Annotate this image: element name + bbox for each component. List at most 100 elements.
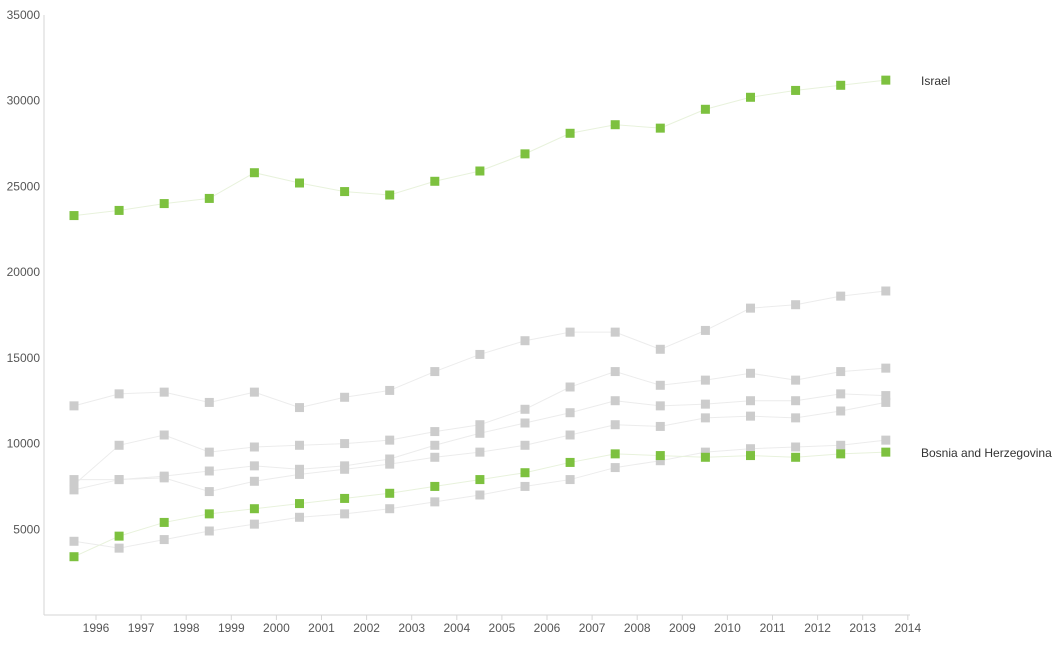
background-point[interactable] — [836, 406, 846, 416]
background-point[interactable] — [385, 504, 395, 514]
background-point[interactable] — [881, 286, 891, 296]
background-point[interactable] — [114, 440, 124, 450]
background-point[interactable] — [69, 536, 79, 546]
background-point[interactable] — [249, 476, 259, 486]
highlight-point[interactable] — [565, 457, 575, 467]
background-point[interactable] — [520, 440, 530, 450]
background-point[interactable] — [791, 442, 801, 452]
background-point[interactable] — [430, 367, 440, 377]
background-point[interactable] — [881, 391, 891, 401]
background-point[interactable] — [249, 519, 259, 529]
background-point[interactable] — [295, 440, 304, 450]
highlight-point[interactable] — [746, 92, 755, 102]
highlight-point[interactable] — [204, 193, 214, 203]
background-point[interactable] — [385, 459, 395, 469]
background-point[interactable] — [746, 444, 755, 454]
highlight-point[interactable] — [700, 452, 710, 462]
highlight-point[interactable] — [69, 211, 79, 221]
background-point[interactable] — [204, 487, 214, 497]
background-point[interactable] — [295, 464, 304, 474]
background-point[interactable] — [610, 367, 620, 377]
background-point[interactable] — [204, 397, 214, 407]
highlight-point[interactable] — [700, 104, 710, 114]
highlight-point[interactable] — [430, 481, 440, 491]
highlight-point[interactable] — [881, 75, 891, 85]
background-point[interactable] — [69, 485, 79, 495]
background-point[interactable] — [69, 401, 79, 411]
background-point[interactable] — [836, 291, 846, 301]
background-point[interactable] — [836, 389, 846, 399]
background-point[interactable] — [881, 397, 891, 407]
background-point[interactable] — [114, 389, 124, 399]
background-point[interactable] — [249, 387, 259, 397]
background-point[interactable] — [204, 526, 214, 536]
highlight-point[interactable] — [385, 190, 395, 200]
highlight-point[interactable] — [655, 123, 665, 133]
background-point[interactable] — [340, 509, 350, 519]
background-point[interactable] — [565, 475, 575, 485]
highlight-point[interactable] — [430, 176, 440, 186]
highlight-point[interactable] — [655, 451, 665, 461]
background-point[interactable] — [746, 411, 755, 421]
background-point[interactable] — [610, 463, 620, 473]
highlight-point[interactable] — [114, 205, 124, 215]
highlight-point[interactable] — [610, 449, 620, 459]
background-point[interactable] — [340, 464, 350, 474]
highlight-point[interactable] — [249, 168, 259, 178]
background-point[interactable] — [655, 401, 665, 411]
highlight-point[interactable] — [340, 187, 350, 197]
background-point[interactable] — [520, 336, 530, 346]
background-point[interactable] — [475, 490, 485, 500]
background-point[interactable] — [565, 430, 575, 440]
background-point[interactable] — [430, 440, 440, 450]
background-point[interactable] — [114, 475, 124, 485]
background-point[interactable] — [610, 396, 620, 406]
background-point[interactable] — [700, 447, 710, 457]
background-point[interactable] — [520, 418, 530, 428]
background-point[interactable] — [836, 440, 846, 450]
background-point[interactable] — [475, 420, 485, 430]
highlight-point[interactable] — [69, 552, 79, 562]
background-point[interactable] — [159, 387, 169, 397]
background-point[interactable] — [430, 497, 440, 507]
background-point[interactable] — [520, 404, 530, 414]
background-point[interactable] — [475, 447, 485, 457]
background-point[interactable] — [295, 403, 304, 413]
background-point[interactable] — [475, 349, 485, 359]
background-point[interactable] — [565, 382, 575, 392]
background-point[interactable] — [881, 363, 891, 373]
background-point[interactable] — [204, 447, 214, 457]
highlight-point[interactable] — [475, 475, 485, 485]
highlight-point[interactable] — [385, 488, 395, 498]
background-point[interactable] — [700, 375, 710, 385]
background-point[interactable] — [430, 427, 440, 437]
background-point[interactable] — [159, 473, 169, 483]
highlight-point[interactable] — [746, 451, 755, 461]
background-point[interactable] — [791, 300, 801, 310]
background-point[interactable] — [655, 380, 665, 390]
background-point[interactable] — [791, 375, 801, 385]
background-point[interactable] — [385, 435, 395, 445]
background-point[interactable] — [746, 303, 755, 313]
background-point[interactable] — [204, 466, 214, 476]
background-point[interactable] — [791, 413, 801, 423]
highlight-point[interactable] — [791, 452, 801, 462]
background-point[interactable] — [430, 452, 440, 462]
background-point[interactable] — [565, 327, 575, 337]
background-point[interactable] — [655, 344, 665, 354]
highlight-point[interactable] — [295, 499, 304, 509]
background-point[interactable] — [114, 543, 124, 553]
highlight-point[interactable] — [791, 85, 801, 95]
highlight-point[interactable] — [295, 178, 304, 188]
background-point[interactable] — [520, 481, 530, 491]
background-point[interactable] — [340, 439, 350, 449]
highlight-point[interactable] — [520, 149, 530, 159]
highlight-point[interactable] — [475, 166, 485, 176]
background-point[interactable] — [340, 392, 350, 402]
background-point[interactable] — [295, 469, 304, 479]
background-point[interactable] — [249, 461, 259, 471]
highlight-point[interactable] — [565, 128, 575, 138]
background-point[interactable] — [836, 367, 846, 377]
highlight-point[interactable] — [159, 199, 169, 209]
background-point[interactable] — [475, 428, 485, 438]
